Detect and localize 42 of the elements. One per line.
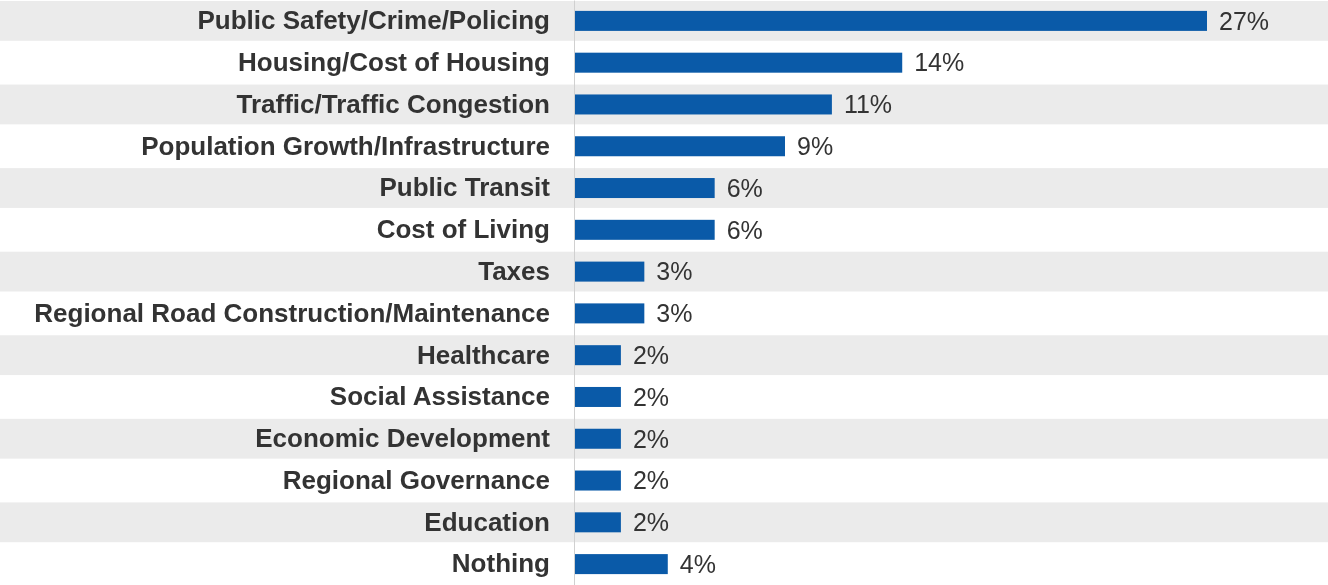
bar (574, 303, 645, 324)
y-tick-label: Housing/Cost of Housing (238, 47, 550, 77)
y-tick-label: Regional Governance (282, 464, 550, 495)
bar (574, 470, 621, 491)
bar (574, 52, 903, 73)
y-tick-label: Nothing (451, 548, 550, 579)
bar (574, 428, 621, 449)
bar (574, 10, 1207, 31)
y-tick-label: Economic Development (255, 423, 551, 454)
y-tick-label: Public Safety/Crime/Policing (197, 5, 550, 36)
bar (574, 554, 668, 575)
bar (574, 386, 621, 407)
bar (574, 219, 715, 240)
data-label: 2% (632, 340, 670, 369)
y-tick-label: Public Transit (379, 172, 551, 203)
data-label: 2% (632, 508, 670, 537)
y-tick-label: Population Growth/Infrastructure (141, 130, 550, 161)
data-label: 6% (726, 215, 763, 244)
data-label: 2% (632, 466, 670, 495)
bar (574, 178, 715, 199)
data-label: 14% (914, 48, 965, 77)
data-label: 2% (632, 424, 670, 453)
data-label: 9% (797, 132, 834, 160)
y-tick-label: Taxes (478, 255, 550, 286)
bar (574, 94, 832, 115)
y-tick-label: Cost of Living (376, 214, 550, 245)
data-label: 4% (679, 549, 716, 578)
data-label: 2% (632, 382, 670, 411)
data-label: 6% (726, 173, 763, 202)
y-tick-label: Social Assistance (329, 381, 550, 412)
bar (574, 136, 785, 157)
data-label: 11% (843, 90, 893, 119)
data-label: 3% (656, 299, 693, 328)
y-tick-label: Regional Road Construction/Maintenance (34, 297, 550, 328)
y-tick-label: Education (424, 506, 550, 537)
y-tick-label: Traffic/Traffic Congestion (236, 88, 550, 119)
bar (574, 261, 645, 282)
data-label: 3% (656, 257, 693, 286)
y-tick-label: Healthcare (417, 339, 550, 370)
bar (574, 345, 621, 366)
data-label: 27% (1219, 6, 1270, 35)
bar (574, 512, 621, 533)
